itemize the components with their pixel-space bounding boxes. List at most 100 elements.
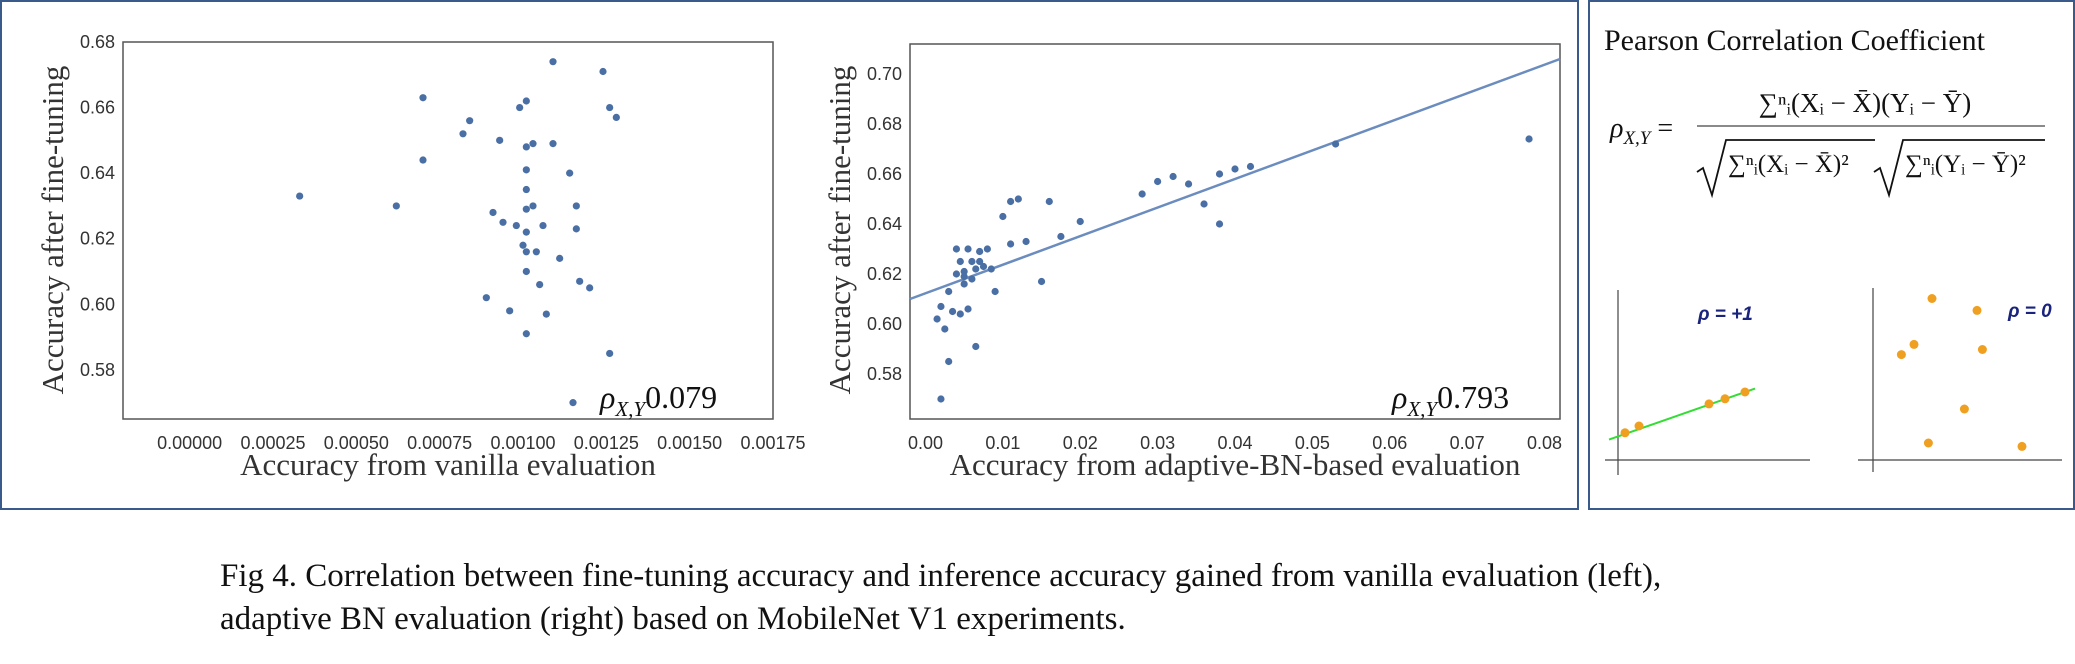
- formula-sqrt-right-icon: [1873, 139, 2045, 199]
- right-x-tick-label: 0.05: [1295, 433, 1330, 453]
- left-data-point: [506, 307, 514, 315]
- mini-zero-point: [1909, 339, 1919, 349]
- left-data-point: [522, 228, 530, 236]
- right-data-point: [945, 357, 953, 366]
- right-data-point: [964, 305, 972, 313]
- right-data-point: [1014, 195, 1022, 203]
- left-data-point: [606, 349, 614, 358]
- left-data-point: [576, 277, 584, 285]
- left-x-tick-label: 0.00150: [657, 433, 722, 453]
- right-data-point: [937, 395, 945, 403]
- charts-panel-frame: [0, 0, 1579, 510]
- right-data-point: [956, 310, 964, 318]
- right-data-point: [1045, 197, 1053, 206]
- vanilla-y-ticks: 0.58 0.60 0.62 0.64 0.66 0.68: [80, 32, 115, 380]
- mini-zero-point: [1927, 294, 1937, 303]
- right-data-point: [972, 342, 980, 351]
- left-y-tick-label: 0.60: [80, 294, 115, 314]
- left-x-tick-label: 0.00125: [574, 433, 639, 453]
- right-data-point: [952, 245, 961, 253]
- left-data-point: [572, 202, 580, 210]
- formula-sqrt-left-icon: [1696, 139, 1875, 199]
- left-data-point: [482, 294, 490, 302]
- right-y-tick-label: 0.64: [867, 214, 902, 234]
- left-data-point: [522, 143, 530, 151]
- right-data-point: [972, 265, 980, 273]
- right-data-point: [1246, 162, 1255, 171]
- left-data-point: [606, 103, 614, 112]
- right-x-tick-label: 0.06: [1372, 433, 1407, 453]
- mini-positive-points: [1620, 387, 1750, 438]
- right-data-point: [976, 247, 984, 256]
- left-data-point: [499, 218, 507, 226]
- right-data-point: [1215, 220, 1224, 228]
- left-data-point: [542, 310, 550, 318]
- left-data-point: [529, 202, 537, 210]
- right-data-point: [968, 257, 976, 266]
- formula-title: Pearson Correlation Coefficient: [1604, 24, 1986, 57]
- right-data-point: [1331, 140, 1340, 148]
- left-data-point: [572, 225, 580, 233]
- adaptive-x-ticks: 0.00 0.01 0.02 0.03 0.04 0.05 0.06 0.07 0.08: [908, 433, 1562, 453]
- right-x-tick-label: 0.00: [908, 433, 943, 453]
- right-data-point: [945, 287, 953, 296]
- vanilla-x-axis-title: Accuracy from vanilla evaluation: [240, 447, 656, 482]
- left-data-point: [549, 140, 557, 148]
- right-data-point: [1057, 232, 1065, 241]
- vanilla-plot-area: [122, 41, 774, 420]
- right-data-point: [1154, 177, 1162, 186]
- right-y-tick-label: 0.70: [867, 64, 902, 84]
- right-data-point: [941, 325, 949, 333]
- left-data-point: [519, 241, 527, 249]
- adaptive-trend-line: [909, 57, 1561, 301]
- left-data-point: [419, 156, 427, 164]
- right-y-tick-label: 0.66: [867, 164, 902, 184]
- left-data-point: [532, 248, 540, 256]
- right-data-point: [948, 307, 957, 316]
- formula-numerator: ∑ⁿᵢ(Xᵢ − X̄)(Yᵢ − Ȳ): [1759, 88, 1971, 118]
- right-data-point: [952, 270, 961, 278]
- mini-positive-point: [1620, 428, 1630, 438]
- right-y-tick-label: 0.68: [867, 114, 902, 134]
- right-x-tick-label: 0.04: [1217, 433, 1252, 453]
- left-x-tick-label: 0.00175: [740, 433, 805, 453]
- left-y-tick-label: 0.64: [80, 163, 115, 183]
- left-y-tick-label: 0.62: [80, 229, 115, 249]
- mini-positive-label: ρ = +1: [1697, 304, 1753, 325]
- left-data-point: [496, 136, 504, 144]
- mini-positive-point: [1720, 394, 1730, 404]
- mini-positive-point: [1704, 399, 1714, 409]
- mini-zero-point: [2017, 441, 2027, 451]
- left-data-point: [522, 166, 530, 174]
- adaptive-plot-area: [909, 43, 1561, 420]
- right-data-point: [1037, 277, 1046, 286]
- mini-zero-point: [1959, 404, 1969, 414]
- left-data-point: [512, 221, 520, 230]
- right-data-point: [960, 280, 968, 288]
- right-data-point: [937, 302, 945, 311]
- left-data-point: [566, 169, 574, 177]
- left-x-tick-label: 0.00025: [240, 433, 305, 453]
- left-data-point: [296, 192, 304, 200]
- right-data-point: [999, 212, 1007, 221]
- left-data-point: [612, 113, 620, 121]
- right-x-tick-label: 0.01: [985, 433, 1020, 453]
- right-data-point: [983, 245, 991, 253]
- left-data-point: [599, 67, 607, 76]
- adaptive-bn-scatter-chart: 0.580.600.620.640.660.680.70 0.00 0.01 0.0…: [822, 43, 1562, 482]
- mini-chart-zero: ρ = 0: [1858, 288, 2062, 472]
- left-y-tick-label: 0.66: [80, 98, 115, 118]
- left-data-point: [459, 130, 467, 138]
- left-data-point: [539, 221, 547, 230]
- left-data-point: [536, 280, 544, 289]
- right-y-tick-label: 0.58: [867, 364, 902, 384]
- adaptive-x-axis-title: Accuracy from adaptive-BN-based evaluati…: [950, 447, 1521, 482]
- formula-denominator-right: ∑ⁿᵢ(Yᵢ − Ȳ)²: [1905, 151, 2026, 178]
- mini-positive-line: [1608, 387, 1756, 441]
- right-data-point: [1022, 237, 1030, 246]
- adaptive-y-axis-title: Accuracy after fine-tuning: [822, 66, 857, 395]
- vanilla-scatter-chart: 0.580.600.620.640.660.68 0.00000 0.00025 0…: [35, 32, 806, 482]
- mini-zero-label: ρ = 0: [2007, 301, 2052, 322]
- mini-zero-point: [1896, 350, 1906, 360]
